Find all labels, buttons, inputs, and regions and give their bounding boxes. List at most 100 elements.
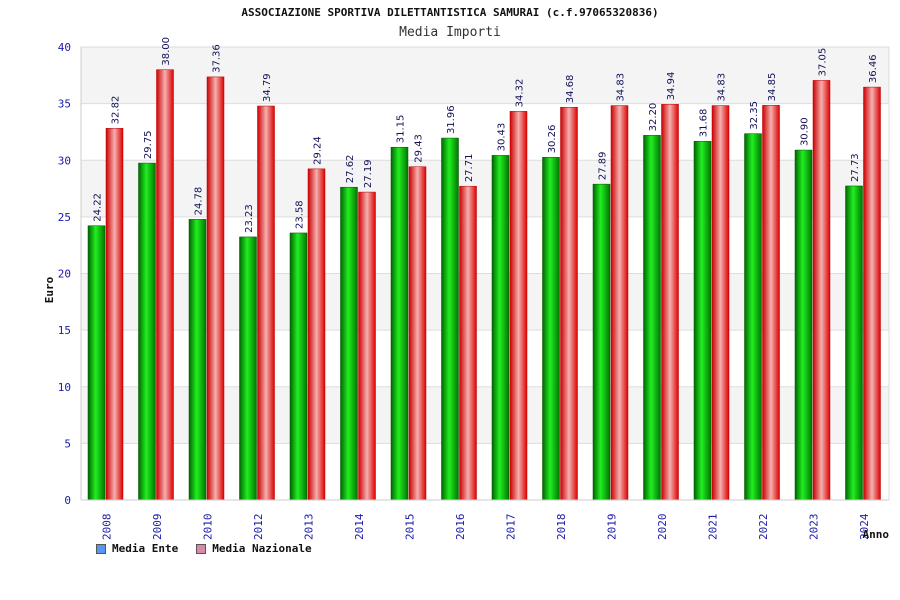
legend-label-media-nazionale: Media Nazionale <box>212 542 312 555</box>
data-label: 24.78 <box>194 187 205 216</box>
bar-media-nazionale-2016 <box>459 185 477 501</box>
data-label: 27.19 <box>363 159 374 188</box>
data-label: 27.73 <box>850 153 861 182</box>
x-axis-title: Anno <box>863 528 890 541</box>
labels-group: 0 5 10 15 20 25 30 35 40 24.22 32.82 2008 29.75 38.00… <box>43 37 889 541</box>
data-label: 38.00 <box>161 37 172 66</box>
data-label: 36.46 <box>868 54 879 83</box>
data-label: 34.94 <box>666 72 677 101</box>
data-label: 27.62 <box>345 155 356 184</box>
axes <box>80 46 890 501</box>
y-tick-label: 30 <box>58 154 71 167</box>
legend-swatch-media-nazionale <box>196 543 207 554</box>
x-tick-label: 2016 <box>454 514 467 541</box>
data-label: 37.36 <box>212 44 223 73</box>
y-tick-label: 5 <box>64 437 71 450</box>
legend-label-media-ente: Media Ente <box>112 542 179 555</box>
bar-media-nazionale-2023 <box>812 80 831 501</box>
bar-media-ente-2021 <box>693 140 712 501</box>
data-label: 30.90 <box>800 117 811 146</box>
data-label: 32.82 <box>111 96 122 125</box>
bar-media-nazionale-2013 <box>307 168 326 501</box>
x-tick-label: 2010 <box>201 514 214 541</box>
bar-media-ente-2008 <box>87 225 106 501</box>
y-tick-label: 35 <box>58 98 71 111</box>
x-tick-label: 2017 <box>504 514 517 541</box>
bar-media-nazionale-2019 <box>610 105 629 501</box>
bar-media-nazionale-2021 <box>711 105 730 501</box>
bar-media-ente-2009 <box>138 162 156 501</box>
data-label: 37.05 <box>818 48 829 77</box>
bar-media-ente-2024 <box>845 185 863 501</box>
bar-media-nazionale-2018 <box>560 106 578 501</box>
chart-title: ASSOCIAZIONE SPORTIVA DILETTANTISTICA SA… <box>241 6 659 19</box>
bar-media-nazionale-2017 <box>509 111 528 501</box>
data-label: 29.75 <box>143 130 154 159</box>
x-tick-label: 2008 <box>100 514 113 541</box>
y-tick-label: 15 <box>58 324 71 337</box>
data-label: 31.68 <box>699 109 710 138</box>
data-label: 34.85 <box>767 73 778 102</box>
y-axis-title: Euro <box>43 276 56 303</box>
bar-media-nazionale-2010 <box>206 76 225 501</box>
bar-media-ente-2018 <box>542 157 560 501</box>
data-label: 32.20 <box>648 103 659 132</box>
data-label: 34.68 <box>565 75 576 104</box>
data-label: 34.83 <box>616 73 627 102</box>
x-tick-label: 2020 <box>656 514 669 541</box>
x-tick-label: 2013 <box>302 514 315 541</box>
data-label: 34.83 <box>717 73 728 102</box>
data-label: 27.89 <box>598 152 609 181</box>
legend-item-media-nazionale: Media Nazionale <box>196 542 312 555</box>
y-tick-label: 20 <box>58 268 71 281</box>
data-label: 34.79 <box>262 73 273 102</box>
bar-media-nazionale-2014 <box>358 191 376 501</box>
bar-media-ente-2023 <box>794 149 813 501</box>
x-tick-label: 2018 <box>555 514 568 541</box>
bar-media-ente-2019 <box>592 183 611 501</box>
data-label: 30.26 <box>547 125 558 154</box>
data-label: 29.24 <box>313 136 324 165</box>
data-label: 34.32 <box>515 79 526 108</box>
data-label: 31.15 <box>396 115 407 144</box>
bar-media-ente-2022 <box>744 133 762 501</box>
legend-swatch-media-ente <box>96 543 106 554</box>
x-tick-label: 2023 <box>807 514 820 541</box>
data-label: 32.35 <box>749 101 760 130</box>
data-label: 23.23 <box>244 204 255 233</box>
x-tick-label: 2019 <box>605 514 618 541</box>
bar-media-ente-2010 <box>188 219 207 501</box>
y-tick-label: 40 <box>58 41 71 54</box>
bar-media-ente-2014 <box>340 186 358 501</box>
bar-media-ente-2013 <box>289 232 308 501</box>
data-label: 27.71 <box>464 154 475 183</box>
x-tick-label: 2024 <box>858 513 871 540</box>
bars-group <box>87 69 881 501</box>
data-label: 24.22 <box>93 193 104 222</box>
bar-media-nazionale-2008 <box>105 128 124 501</box>
x-tick-label: 2015 <box>403 514 416 541</box>
data-label: 31.96 <box>446 105 457 134</box>
x-tick-label: 2022 <box>757 514 770 541</box>
bar-media-nazionale-2022 <box>762 105 780 501</box>
bar-media-ente-2015 <box>390 146 409 501</box>
data-label: 30.43 <box>497 123 508 152</box>
y-tick-label: 25 <box>58 211 71 224</box>
x-tick-label: 2012 <box>252 514 265 541</box>
legend: Media Ente Media Nazionale <box>96 542 312 555</box>
data-label: 23.58 <box>295 200 306 229</box>
bar-media-ente-2017 <box>491 155 510 501</box>
bar-media-ente-2020 <box>643 135 661 501</box>
legend-item-media-ente: Media Ente <box>96 542 178 555</box>
y-tick-label: 0 <box>64 494 71 507</box>
bar-media-nazionale-2009 <box>156 69 174 501</box>
bar-media-nazionale-2020 <box>661 104 679 501</box>
x-tick-label: 2009 <box>151 514 164 541</box>
bar-media-nazionale-2012 <box>257 105 275 501</box>
chart-subtitle: Media Importi <box>399 25 501 40</box>
bar-media-ente-2012 <box>239 236 257 501</box>
data-label: 29.43 <box>414 134 425 163</box>
bar-media-nazionale-2024 <box>863 86 881 501</box>
x-tick-label: 2021 <box>706 514 719 541</box>
